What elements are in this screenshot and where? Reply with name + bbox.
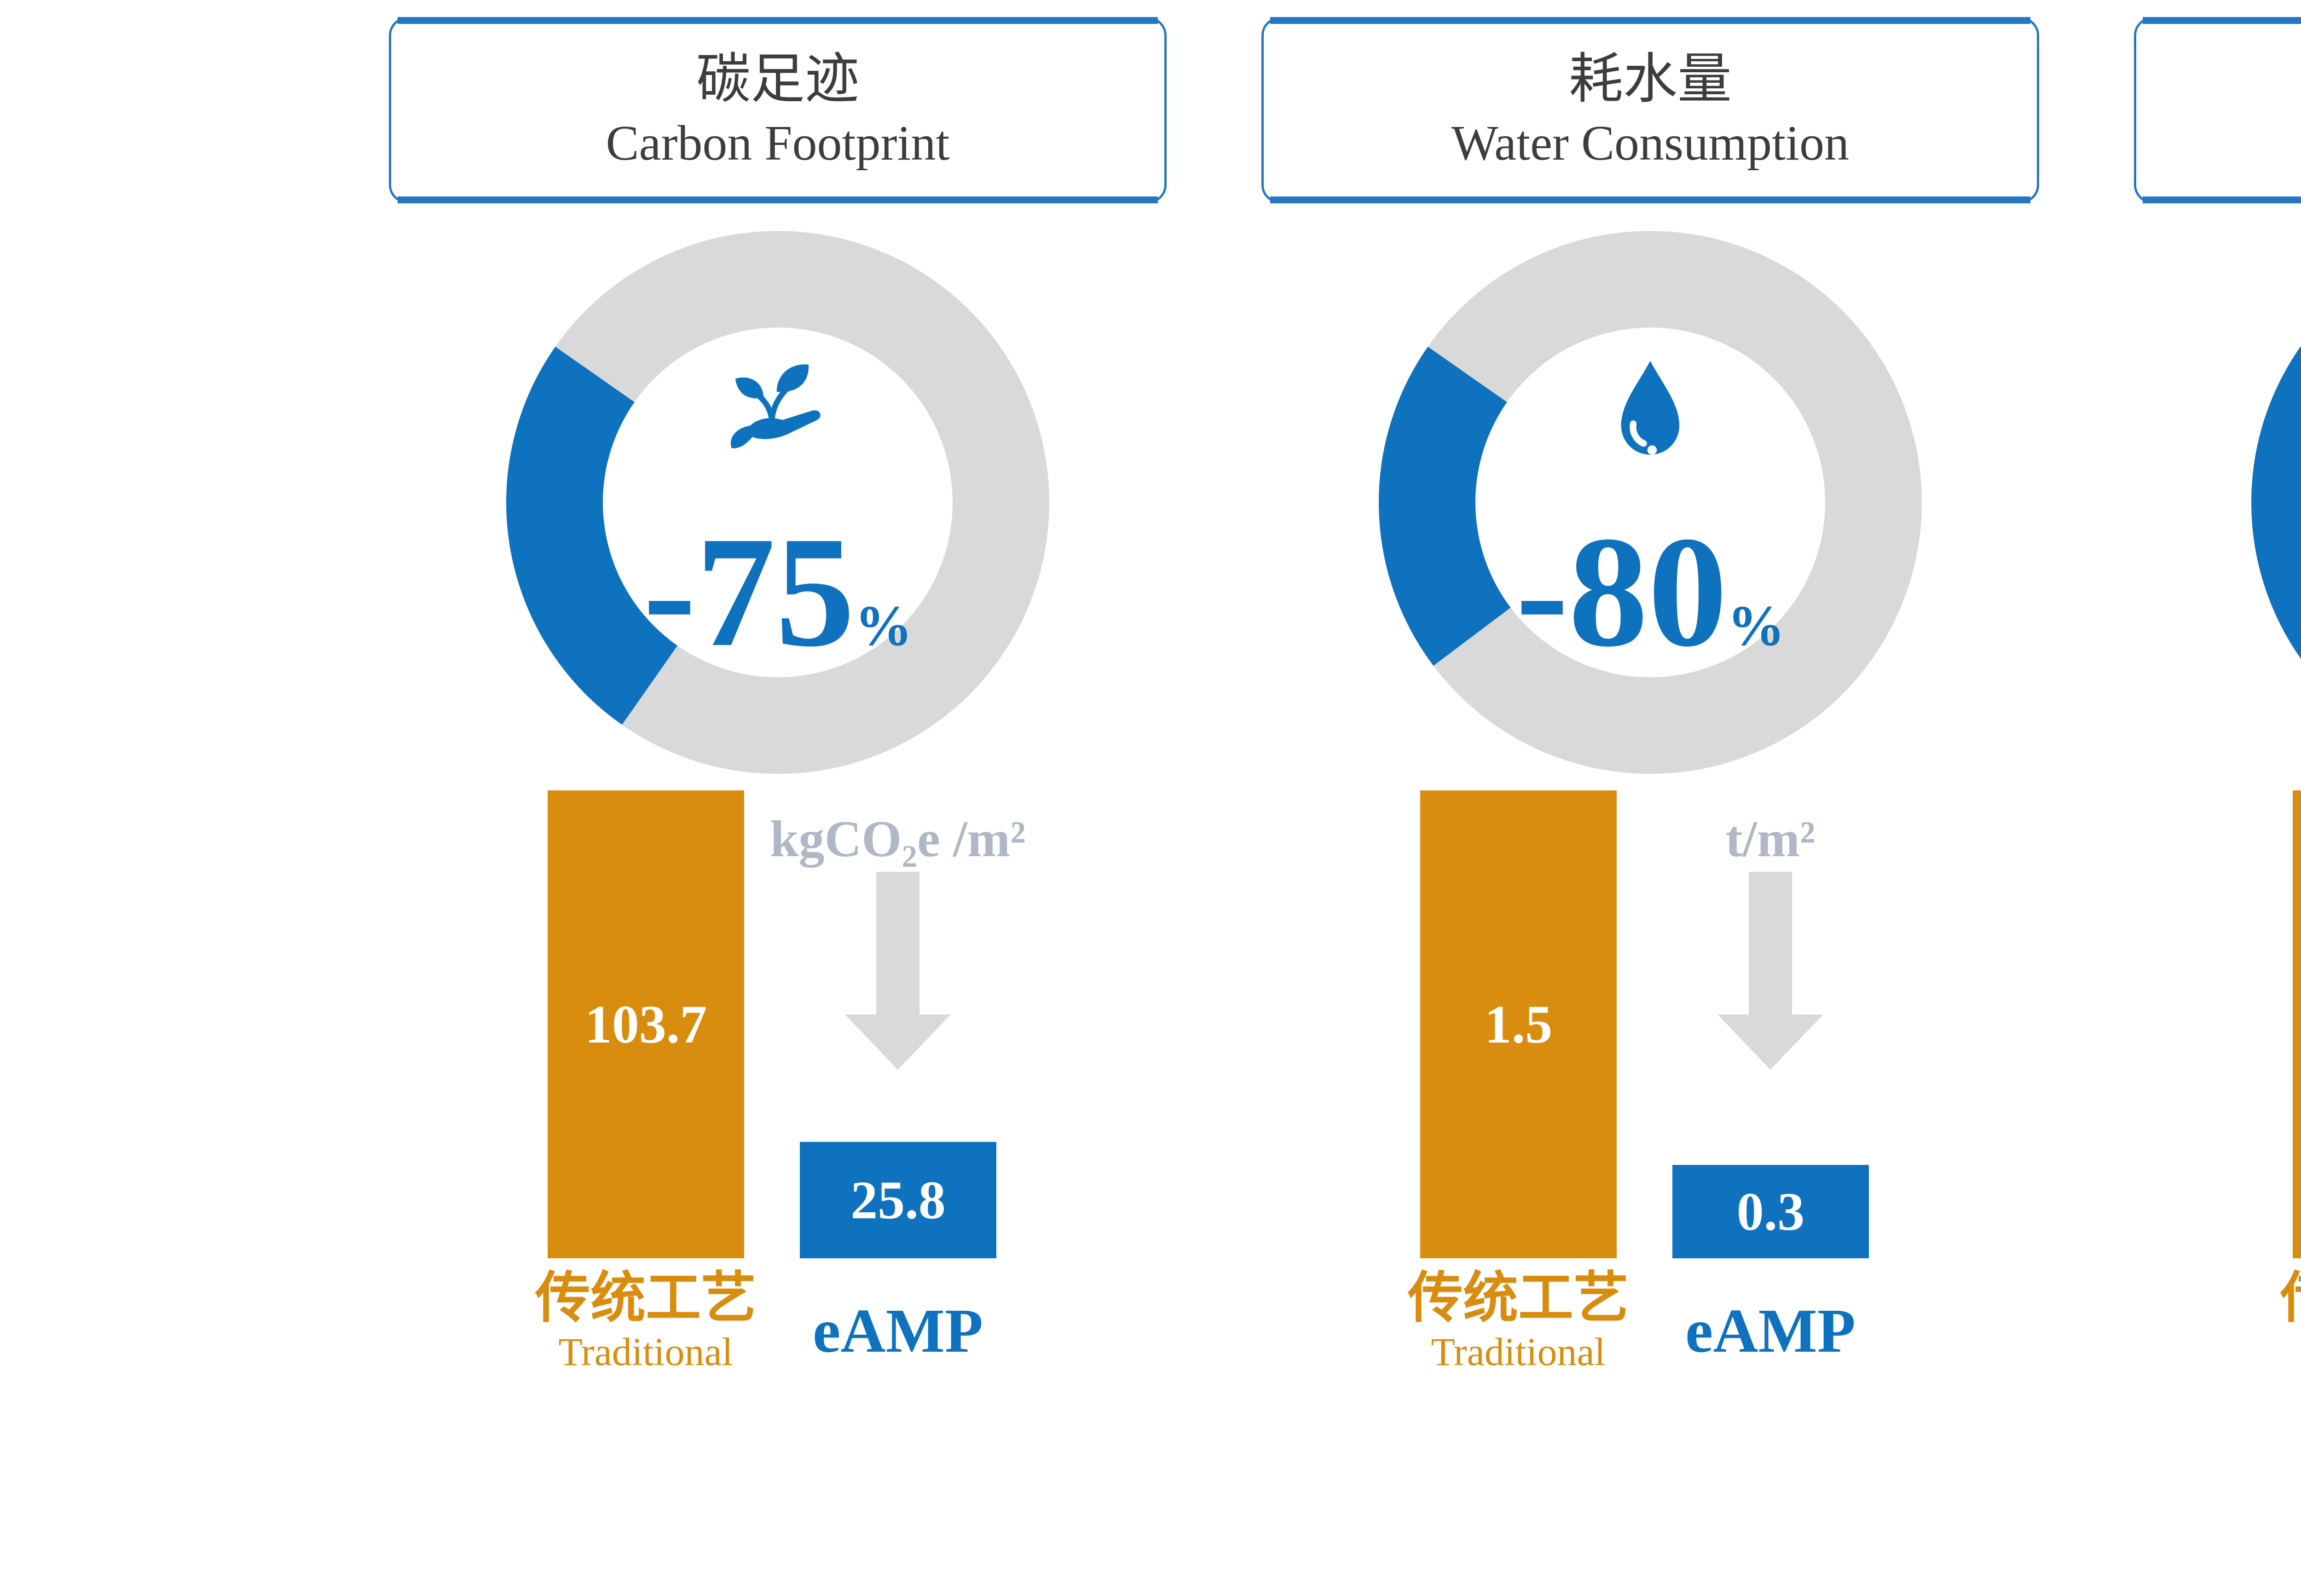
traditional-label-en: Traditional: [1431, 1330, 1606, 1374]
unit-label: t/m²: [1725, 811, 1815, 868]
water-drop-icon: [1379, 356, 1922, 469]
metric-panel-water: 耗水量 Water Consumption -80% 1.5 t/m²: [1261, 0, 2039, 1596]
panel-title-en: Carbon Footprint: [606, 115, 950, 171]
traditional-label-en: Traditional: [2253, 1332, 2301, 1371]
sprout-in-hand-icon: [506, 356, 1049, 469]
panel-title-box: 铜损耗 Copper Consumption: [2134, 17, 2301, 203]
metric-panel-copper: 铜损耗 Copper Consumption -70% 161 g/m²: [2134, 0, 2301, 1596]
metric-panel-carbon: 碳足迹 Carbon Footprint -75% 103.7 kg: [389, 0, 1167, 1596]
donut-ring: [1379, 231, 1922, 774]
bar-eamp-value: 25.8: [850, 1170, 946, 1230]
down-arrow-icon: [845, 872, 951, 1070]
bar-eamp: 25.8: [800, 1142, 996, 1258]
donut-ring: [506, 231, 1049, 774]
reduction-percent: -75%: [506, 513, 1049, 671]
down-arrow-icon: [1717, 872, 1823, 1070]
percent-sign: %: [1727, 594, 1785, 658]
traditional-label-zh: 传统工艺: [2253, 1271, 2301, 1326]
percent-sign: %: [855, 594, 913, 658]
eamp-label: eAMP: [812, 1296, 983, 1366]
reduction-value: -75: [643, 504, 855, 680]
panel-title-en: Water Consumption: [1451, 115, 1850, 171]
panel-title-zh: 耗水量: [1568, 49, 1732, 109]
reduction-donut: -70%: [2251, 231, 2301, 774]
reduction-percent: -70%: [2251, 513, 2301, 671]
donut-ring-arc: [506, 346, 678, 725]
bar-traditional: 161: [2293, 790, 2301, 1258]
bar-traditional: 1.5: [1420, 790, 1617, 1258]
bar-traditional: 103.7: [548, 790, 744, 1258]
bar-eamp-value: 0.3: [1736, 1181, 1805, 1242]
copper-hexagons-icon: [2251, 356, 2301, 469]
reduction-donut: -80%: [1379, 231, 1922, 774]
traditional-label-en: Traditional: [558, 1330, 733, 1374]
bar-traditional-value: 1.5: [1484, 994, 1553, 1054]
reduction-value: -80: [1515, 504, 1728, 680]
panel-title-zh: 碳足迹: [696, 49, 859, 109]
bar-traditional-value: 103.7: [584, 994, 707, 1054]
donut-ring: [2251, 346, 2301, 659]
reduction-percent: -80%: [1379, 513, 1922, 671]
panel-title-box: 耗水量 Water Consumption: [1261, 17, 2039, 203]
reduction-donut: -75%: [506, 231, 1049, 774]
traditional-label-zh: 传统工艺: [1408, 1268, 1629, 1329]
panel-title-box: 碳足迹 Carbon Footprint: [389, 17, 1167, 203]
bar-eamp: 0.3: [1672, 1165, 1869, 1258]
unit-label: kgCO₂e /m²: [770, 811, 1026, 868]
donut-ring-arc: [1379, 346, 1511, 666]
eamp-label: eAMP: [1685, 1296, 1856, 1366]
traditional-label-zh: 传统工艺: [535, 1268, 756, 1329]
